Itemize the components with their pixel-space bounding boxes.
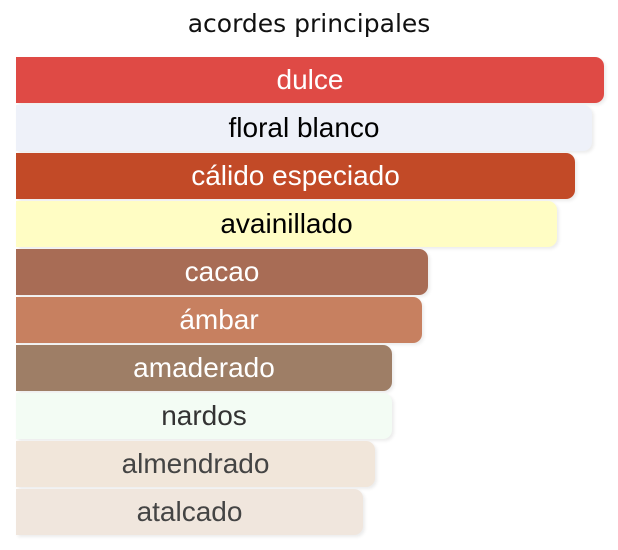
bar-6 bbox=[16, 345, 392, 391]
bar-label-8: almendrado bbox=[121, 448, 270, 479]
chart-title: acordes principales bbox=[187, 9, 431, 38]
bar-label-5: ámbar bbox=[179, 304, 259, 335]
bar-0 bbox=[16, 57, 604, 103]
bar-3 bbox=[16, 201, 557, 247]
bar-label-4: cacao bbox=[184, 256, 260, 287]
bar-label-9: atalcado bbox=[136, 496, 243, 527]
bar-8 bbox=[16, 441, 375, 487]
bar-label-7: nardos bbox=[161, 400, 247, 431]
bar-5 bbox=[16, 297, 422, 343]
bar-label-3: avainillado bbox=[220, 208, 353, 239]
bar-label-6: amaderado bbox=[133, 352, 275, 383]
bar-7 bbox=[16, 393, 392, 439]
bar-1 bbox=[16, 105, 592, 151]
bar-label-1: floral blanco bbox=[228, 112, 380, 143]
bar-label-0: dulce bbox=[276, 64, 344, 95]
bar-9 bbox=[16, 489, 363, 535]
bar-label-2: cálido especiado bbox=[191, 160, 400, 191]
bar-4 bbox=[16, 249, 428, 295]
bar-2 bbox=[16, 153, 575, 199]
bar-chart: dulce floral blanco cálido especiado avaini… bbox=[16, 57, 606, 541]
